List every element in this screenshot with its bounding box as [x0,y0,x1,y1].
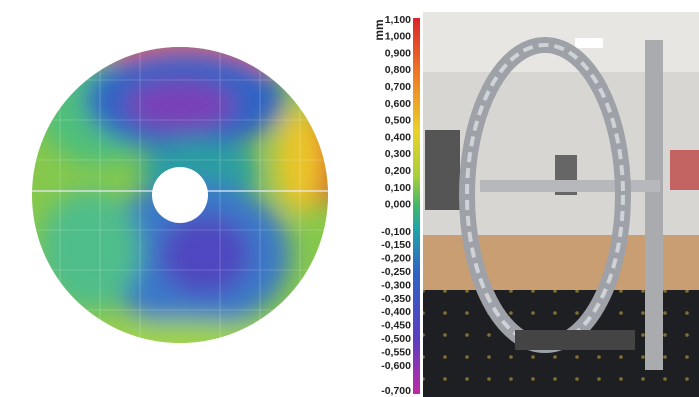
colorbar-tick-label: 0,800 [385,64,411,76]
colorbar-tick-label: 0,900 [385,47,411,59]
colorbar-tick-label: -0,550 [381,346,411,358]
colorbar-tick-label: 1,100 [385,14,411,26]
colorbar-tick-label: 0,300 [385,148,411,160]
colorbar-tick-label: -0,500 [381,333,411,345]
colorbar-tick-label: -0,150 [381,239,411,251]
colorbar-tick-label: 1,000 [385,31,411,43]
colorbar-tick-label: 0,400 [385,131,411,143]
colorbar-tick-label: -0,100 [381,226,411,238]
colorbar-tick-label: 0,700 [385,81,411,93]
colorbar-tick-label: -0,600 [381,360,411,372]
colorbar-tick-label: 0,500 [385,115,411,127]
colorbar-tick-label: -0,350 [381,293,411,305]
colorbar-tick-label: -0,450 [381,320,411,332]
colorbar-tick-label: 0,200 [385,165,411,177]
page: mm 1,1001,0000,9000,8000,7000,6000,5000,… [0,0,699,397]
colorbar-tick-label: 0,100 [385,182,411,194]
colorbar-tick-label: 0,600 [385,98,411,110]
disc-map [30,30,345,370]
colorbar-tick-label: -0,300 [381,279,411,291]
figure: mm 1,1001,0000,9000,8000,7000,6000,5000,… [0,0,699,397]
colorbar-tick-label: -0,700 [381,385,411,397]
colorbar-tick-label: -0,250 [381,266,411,278]
colorbar-tick-label: -0,400 [381,306,411,318]
colorbar-tick-label: 0,000 [385,199,411,211]
photo [423,12,699,397]
colorbar-tick-label: -0,200 [381,253,411,265]
